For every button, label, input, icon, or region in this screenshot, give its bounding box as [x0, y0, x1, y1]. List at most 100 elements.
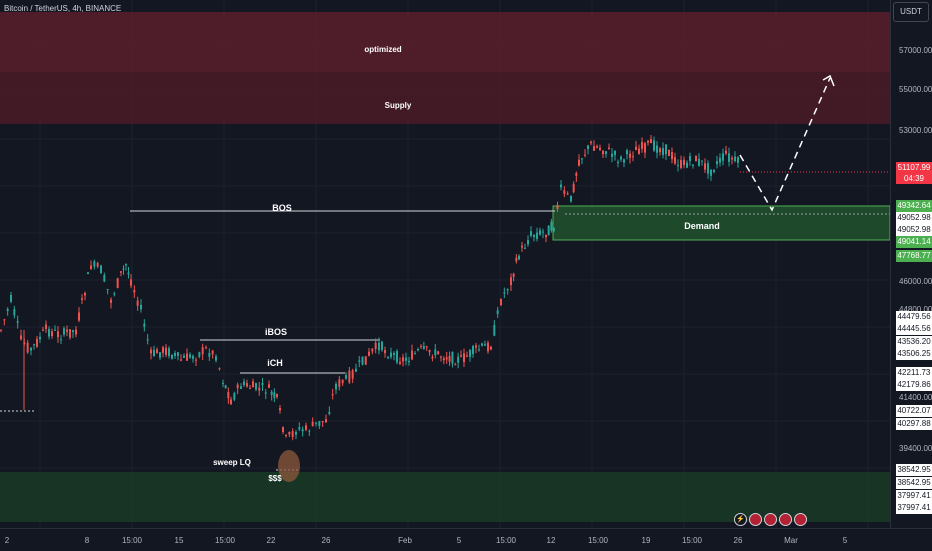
candle-body — [405, 357, 407, 361]
time-tick: 15:00 — [214, 536, 236, 545]
candle-body — [617, 161, 619, 163]
candle-body — [42, 329, 44, 331]
chart-canvas[interactable] — [0, 0, 890, 528]
price-tag: 43536.20 — [896, 336, 932, 348]
demand-label: Demand — [684, 221, 720, 231]
candle-body — [205, 347, 207, 349]
candle-body — [725, 150, 727, 154]
candle-body — [295, 432, 297, 435]
price-tag: 47768.77 — [896, 250, 932, 262]
candle-body — [431, 356, 434, 359]
candle-body — [224, 385, 227, 388]
flag-icon[interactable] — [764, 513, 777, 526]
candle-body — [165, 347, 167, 355]
candle-body — [686, 162, 688, 168]
price-axis[interactable]: 57000.00 55000.00 53000.00 46000.00 4480… — [890, 0, 932, 528]
candle-body — [258, 387, 261, 391]
candle-body — [54, 329, 56, 331]
candle-body — [273, 392, 276, 398]
candle-body — [411, 350, 413, 360]
candle-body — [174, 353, 176, 356]
flag-icon[interactable] — [794, 513, 807, 526]
candle-body — [171, 354, 173, 359]
price-tag: 44445.56 — [896, 323, 932, 335]
price-tag: 38542.95 — [896, 477, 932, 489]
candle-body — [472, 346, 474, 355]
time-tick: 15:00 — [587, 536, 609, 545]
candle-body — [620, 156, 622, 160]
candle-body — [51, 331, 53, 337]
projection-path — [739, 77, 831, 212]
candle-body — [722, 153, 724, 161]
candle-body — [364, 356, 367, 365]
candle-body — [463, 353, 465, 363]
candle-body — [335, 383, 337, 390]
optimized-label: optimized — [364, 45, 402, 54]
lightning-icon[interactable]: ⚡ — [734, 513, 747, 526]
current-price: 51107.99 — [897, 163, 931, 172]
price-tick: 57000.00 — [899, 46, 932, 55]
candle-body — [490, 346, 492, 350]
candle-body — [361, 356, 364, 365]
candle-body — [84, 292, 86, 296]
candle-body — [457, 356, 460, 363]
candle-body — [503, 292, 506, 294]
candle-body — [93, 261, 96, 267]
candle-body — [650, 139, 652, 144]
candle-body — [659, 148, 661, 153]
candle-body — [150, 349, 152, 354]
candle-body — [445, 357, 448, 360]
candle-body — [475, 345, 477, 348]
price-tag: 37997.41 — [896, 490, 932, 502]
sweep-lq-label: sweep LQ — [213, 458, 251, 467]
candle-body — [10, 294, 12, 302]
time-tick: 5 — [842, 536, 848, 545]
price-tick: 46000.00 — [899, 277, 932, 286]
supply-zone — [0, 72, 890, 124]
candle-body — [222, 382, 224, 384]
price-tag: 38542.95 — [896, 464, 932, 476]
candle-body — [734, 156, 736, 162]
price-tag: 40722.07 — [896, 405, 932, 417]
candle-body — [177, 352, 179, 356]
candle-body — [255, 383, 257, 390]
candle-body — [515, 257, 518, 262]
candle-body — [127, 272, 130, 275]
candle-body — [305, 425, 307, 430]
candle-body — [63, 328, 65, 335]
time-axis[interactable]: 2 8 15:00 15 15:00 22 26 Feb 5 15:00 12 … — [0, 528, 932, 551]
candle-body — [556, 204, 559, 209]
candle-body — [298, 427, 301, 430]
candle-body — [198, 352, 201, 357]
candle-body — [218, 368, 221, 370]
candle-body — [469, 349, 471, 357]
candle-body — [454, 364, 457, 366]
candle-body — [48, 328, 50, 337]
candle-body — [414, 353, 416, 355]
currency-button[interactable]: USDT — [893, 2, 929, 22]
candle-body — [100, 265, 102, 274]
candle-body — [328, 411, 331, 414]
flag-icon[interactable] — [749, 513, 762, 526]
candle-body — [518, 255, 520, 260]
candle-body — [368, 351, 370, 356]
candle-body — [143, 323, 146, 327]
candle-body — [189, 354, 191, 358]
candle-body — [30, 347, 32, 351]
candle-body — [390, 352, 392, 358]
price-tag: 49052.98 — [896, 224, 932, 236]
time-tick: 15:00 — [681, 536, 703, 545]
time-tick: 15:00 — [121, 536, 143, 545]
price-tag: 44479.56 — [896, 311, 932, 323]
price-chart[interactable]: Bitcoin / TetherUS, 4h, BINANCE optimize… — [0, 0, 890, 528]
bos-label: BOS — [272, 203, 292, 213]
flag-icon[interactable] — [779, 513, 792, 526]
candle-body — [539, 230, 541, 235]
candle-body — [399, 361, 401, 364]
candle-body — [547, 225, 550, 236]
candle-body — [530, 231, 532, 236]
candle-body — [16, 321, 19, 323]
price-tick: 39400.00 — [899, 444, 932, 453]
candle-body — [460, 355, 462, 357]
candle-body — [683, 159, 685, 165]
